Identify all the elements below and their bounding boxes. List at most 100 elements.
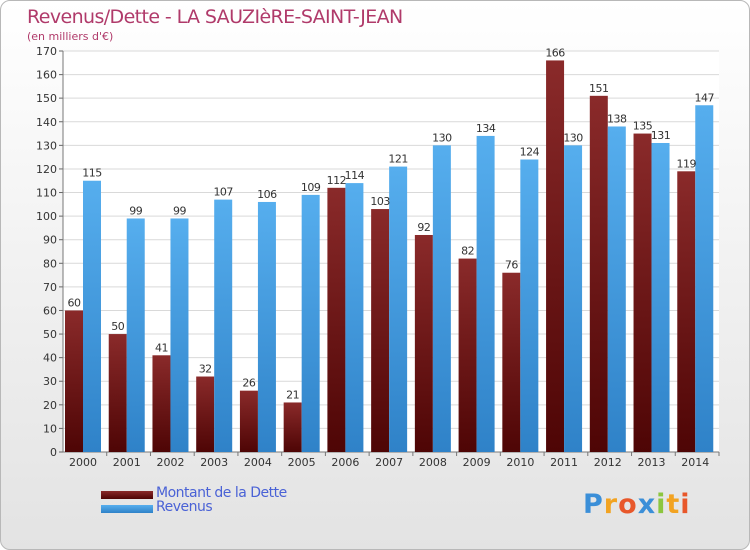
bar-dette bbox=[502, 273, 520, 452]
value-label: 131 bbox=[651, 129, 671, 142]
bar-dette bbox=[65, 310, 83, 452]
logo-letter: t bbox=[666, 489, 680, 520]
bar-dette bbox=[196, 377, 214, 452]
value-label: 82 bbox=[461, 245, 474, 258]
x-tick-label: 2006 bbox=[331, 456, 359, 469]
bar-dette bbox=[240, 391, 258, 452]
x-tick-label: 2008 bbox=[419, 456, 447, 469]
bar-dette bbox=[371, 209, 389, 452]
logo-letter: i bbox=[680, 489, 690, 520]
legend-label-revenus: Revenus bbox=[156, 499, 212, 515]
bar-revenus bbox=[477, 136, 495, 452]
value-label: 50 bbox=[111, 320, 124, 333]
bar-dette bbox=[109, 334, 127, 452]
bar-revenus bbox=[564, 145, 582, 452]
x-tick-label: 2003 bbox=[200, 456, 228, 469]
logo-letter: r bbox=[604, 489, 618, 520]
value-label: 76 bbox=[505, 259, 518, 272]
value-label: 124 bbox=[520, 146, 540, 159]
value-label: 114 bbox=[345, 169, 365, 182]
legend-swatch-revenus bbox=[101, 505, 153, 513]
value-label: 138 bbox=[607, 112, 627, 125]
bar-dette bbox=[459, 259, 477, 452]
y-tick-label: 120 bbox=[36, 163, 57, 176]
value-label: 99 bbox=[129, 204, 142, 217]
value-label: 99 bbox=[173, 204, 186, 217]
bar-chart: 0102030405060708090100110120130140150160… bbox=[1, 1, 749, 549]
bar-dette bbox=[590, 96, 608, 452]
x-tick-label: 2001 bbox=[113, 456, 141, 469]
y-tick-label: 150 bbox=[36, 92, 57, 105]
value-label: 26 bbox=[242, 377, 255, 390]
x-tick-label: 2007 bbox=[375, 456, 403, 469]
value-label: 109 bbox=[301, 181, 321, 194]
bar-revenus bbox=[695, 105, 713, 452]
x-tick-label: 2012 bbox=[594, 456, 622, 469]
bar-revenus bbox=[520, 160, 538, 452]
chart-frame: Revenus/Dette - LA SAUZIèRE-SAINT-JEAN (… bbox=[0, 0, 750, 550]
logo-letter: o bbox=[618, 489, 638, 520]
y-tick-label: 160 bbox=[36, 69, 57, 82]
bar-dette bbox=[284, 402, 302, 452]
bar-revenus bbox=[214, 200, 232, 452]
x-tick-label: 2009 bbox=[463, 456, 491, 469]
value-label: 130 bbox=[432, 131, 452, 144]
x-tick-label: 2004 bbox=[244, 456, 272, 469]
bar-revenus bbox=[302, 195, 320, 452]
y-tick-label: 20 bbox=[43, 399, 57, 412]
y-tick-label: 130 bbox=[36, 139, 57, 152]
value-label: 135 bbox=[633, 120, 653, 133]
bar-revenus bbox=[83, 181, 101, 452]
legend-swatch-dette bbox=[101, 491, 153, 499]
bar-dette bbox=[677, 171, 695, 452]
proxiti-logo: Proxiti bbox=[583, 489, 691, 520]
value-label: 121 bbox=[388, 153, 408, 166]
value-label: 166 bbox=[545, 46, 565, 59]
logo-letter: P bbox=[583, 489, 604, 520]
y-tick-label: 70 bbox=[43, 281, 57, 294]
value-label: 112 bbox=[327, 174, 347, 187]
y-tick-label: 0 bbox=[50, 446, 57, 459]
value-label: 119 bbox=[677, 157, 697, 170]
x-tick-label: 2000 bbox=[69, 456, 97, 469]
x-tick-label: 2005 bbox=[288, 456, 316, 469]
bar-dette bbox=[152, 355, 170, 452]
y-tick-label: 40 bbox=[43, 352, 57, 365]
y-tick-label: 170 bbox=[36, 45, 57, 58]
logo-letter: x bbox=[638, 489, 656, 520]
value-label: 32 bbox=[199, 363, 212, 376]
bar-revenus bbox=[127, 218, 145, 452]
y-tick-label: 60 bbox=[43, 304, 57, 317]
y-tick-label: 50 bbox=[43, 328, 57, 341]
value-label: 92 bbox=[417, 221, 430, 234]
x-axis-labels: 2000 2001 2002 2003 2004 2005 2006 2007 2008 2009… bbox=[69, 452, 719, 469]
bar-revenus bbox=[345, 183, 363, 452]
y-tick-label: 30 bbox=[43, 375, 57, 388]
bar-dette bbox=[415, 235, 433, 452]
bar-revenus bbox=[258, 202, 276, 452]
value-label: 134 bbox=[476, 122, 496, 135]
bar-revenus bbox=[170, 218, 188, 452]
x-tick-label: 2014 bbox=[681, 456, 709, 469]
y-tick-label: 140 bbox=[36, 116, 57, 129]
value-label: 130 bbox=[563, 131, 583, 144]
value-label: 60 bbox=[68, 296, 81, 309]
value-label: 115 bbox=[82, 167, 102, 180]
y-tick-label: 90 bbox=[43, 234, 57, 247]
bar-dette bbox=[546, 60, 564, 452]
value-label: 106 bbox=[257, 188, 277, 201]
y-tick-label: 100 bbox=[36, 210, 57, 223]
bar-revenus bbox=[652, 143, 670, 452]
bar-revenus bbox=[433, 145, 451, 452]
bar-revenus bbox=[389, 167, 407, 452]
value-label: 147 bbox=[695, 91, 715, 104]
y-axis-labels: 0 10 20 30 40 50 60 70 80 90 100 110 120 130 140 150 160… bbox=[36, 45, 57, 459]
x-tick-label: 2002 bbox=[156, 456, 184, 469]
value-label: 151 bbox=[589, 82, 609, 95]
bar-dette bbox=[327, 188, 345, 452]
value-label: 21 bbox=[286, 388, 299, 401]
bar-dette bbox=[634, 134, 652, 452]
x-tick-label: 2013 bbox=[638, 456, 666, 469]
value-label: 41 bbox=[155, 341, 168, 354]
y-tick-label: 10 bbox=[43, 422, 57, 435]
